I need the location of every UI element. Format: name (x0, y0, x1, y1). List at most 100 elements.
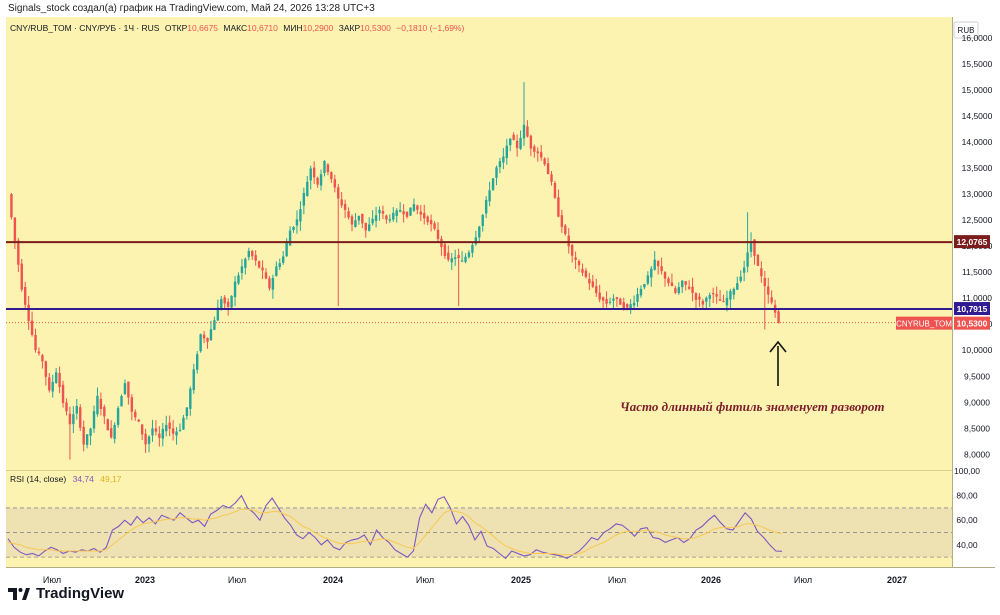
level-top-tag-box (954, 235, 990, 249)
candle-body (478, 226, 481, 238)
candle-body (543, 158, 546, 165)
candle-body (749, 241, 753, 252)
candle-body (474, 237, 478, 245)
candle-body (230, 295, 233, 308)
time-tick-label: 2027 (887, 575, 907, 585)
candle-body (199, 334, 202, 352)
candle-body (512, 134, 515, 140)
high-label: МАКС (223, 23, 247, 33)
candle-body (591, 281, 595, 287)
candle-body (677, 287, 681, 294)
candle-body (526, 126, 529, 137)
candle-body (409, 207, 412, 216)
candle-body (643, 284, 646, 288)
candle-body (742, 267, 746, 273)
candle-body (343, 203, 347, 210)
candle-body (663, 272, 667, 279)
price-tick-label: 11,5000 (962, 267, 992, 277)
candle-body (381, 211, 385, 214)
low-label: МИН (283, 23, 302, 33)
candle-body (767, 286, 770, 295)
candle-body (629, 304, 632, 310)
candle-body (777, 311, 780, 323)
candle-body (233, 281, 237, 298)
candle-body (44, 361, 48, 377)
candle-body (330, 172, 333, 180)
price-tick-label: 9,0000 (964, 397, 990, 407)
annotation-text: Часто длинный фитиль знаменует разворот (620, 399, 884, 414)
candle-body (106, 419, 109, 431)
candle-body (357, 215, 361, 221)
candle-body (323, 160, 326, 174)
price-tick-label: 8,0000 (964, 449, 990, 459)
candle-body (85, 434, 89, 445)
candle-body (715, 294, 718, 297)
candle-body (144, 433, 147, 445)
currency-selector[interactable]: RUB (953, 21, 979, 39)
candle-body (557, 197, 560, 217)
candle-body (398, 210, 402, 212)
candle-body (288, 230, 292, 246)
tradingview-logo[interactable]: TradingView (8, 585, 124, 602)
level-bottom-tag: 10,7915 (957, 304, 988, 314)
candle-body (48, 377, 51, 391)
candle-body (443, 244, 447, 256)
candle-body (178, 429, 182, 431)
last-price-tag-box (954, 316, 990, 330)
annotation-group[interactable]: Часто длинный фитиль знаменует разворот (620, 340, 884, 414)
tradingview-logo-icon (8, 587, 30, 600)
rsi-tick-label: 80,00 (956, 491, 978, 501)
candle-body (130, 397, 134, 412)
candle-body (753, 239, 756, 256)
candle-body (192, 369, 195, 391)
candle-body (195, 354, 199, 370)
candle-body (509, 138, 512, 146)
candle-body (564, 225, 567, 234)
candle-body (254, 255, 257, 261)
candle-body (388, 219, 392, 221)
candle-body (533, 146, 536, 152)
price-tick-label: 15,0000 (962, 85, 993, 95)
candle-body (491, 178, 495, 190)
candle-body (464, 256, 467, 262)
candle-body (82, 426, 85, 445)
candle-body (505, 145, 509, 159)
candle-body (92, 411, 96, 429)
rsi-line (7, 494, 783, 560)
candle-body (247, 250, 251, 258)
rsi-title: RSI (14, close) (10, 474, 66, 484)
candle-body (223, 297, 226, 304)
candle-body (433, 223, 436, 229)
candle-body (694, 293, 698, 300)
candle-body (168, 422, 171, 429)
candle-body (625, 304, 629, 308)
candle-body (495, 167, 498, 178)
candle-body (268, 278, 271, 289)
candle-body (577, 260, 581, 266)
candle-body (299, 209, 302, 222)
candle-body (553, 182, 557, 198)
symbol-tag-box (896, 316, 952, 330)
candle-body (619, 298, 622, 305)
candle-body (361, 213, 364, 224)
svg-text:RSI (14, close) 34,74: RSI (14, close) 34,74 49,17 (10, 474, 122, 484)
candle-body (72, 414, 75, 425)
rsi-ma-line (7, 508, 783, 556)
candle-body (113, 425, 116, 439)
candle-body (450, 258, 453, 263)
price-tick-label: 12,5000 (962, 215, 993, 225)
candle-body (137, 419, 140, 422)
level-bottom-tag-box (954, 302, 990, 316)
candle-body (612, 298, 615, 301)
last-price-tag: 10,5300 (957, 319, 988, 329)
svg-text:CNY/RUB_TOM · CNY/РУБ · 1Ч · R: CNY/RUB_TOM · CNY/РУБ · 1Ч · RUS ОТКР10,… (10, 23, 464, 33)
candle-body (646, 275, 650, 284)
time-axis[interactable]: Июл 2023 Июл 2024 Июл 2025 Июл 2026 Июл 2027 (43, 575, 907, 585)
candle-body (708, 294, 711, 299)
candle-body (261, 267, 264, 271)
open-value: 10,6675 (187, 23, 218, 33)
candle-body (65, 402, 68, 412)
candle-body (436, 229, 440, 240)
candle-body (739, 276, 742, 281)
